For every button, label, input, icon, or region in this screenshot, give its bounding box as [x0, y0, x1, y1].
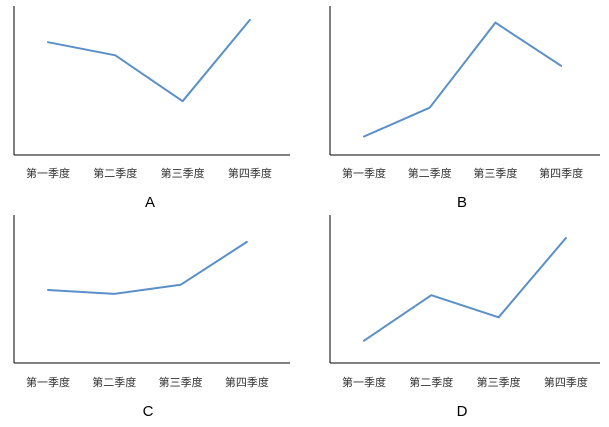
x-tick-label: 第三季度: [159, 375, 203, 389]
chart-panel-a: 第一季度 第二季度 第三季度 第四季度 A: [13, 6, 290, 211]
x-tick-label: 第四季度: [544, 375, 588, 389]
x-tick-label: 第一季度: [342, 375, 386, 389]
x-tick-label: 第一季度: [26, 166, 70, 180]
x-tick-label: 第四季度: [228, 166, 272, 180]
x-tick-label: 第三季度: [161, 166, 205, 180]
x-tick-label: 第二季度: [92, 375, 136, 389]
x-tick-label: 第一季度: [342, 166, 386, 180]
series-line: [363, 21, 563, 138]
x-tick-label: 第三季度: [473, 166, 517, 180]
panel-label: A: [145, 194, 155, 211]
panel-label: D: [457, 403, 468, 420]
x-tick-label: 第二季度: [408, 166, 452, 180]
x-tick-label: 第四季度: [225, 375, 269, 389]
series-line: [47, 18, 251, 103]
x-tick-label: 第二季度: [93, 166, 137, 180]
x-tick-label: 第二季度: [409, 375, 453, 389]
chart-panel-d: 第一季度 第二季度 第三季度 第四季度 D: [329, 215, 600, 420]
x-tick-label: 第四季度: [539, 166, 583, 180]
panel-label: C: [143, 403, 154, 420]
chart-panel-b: 第一季度 第二季度 第三季度 第四季度 B: [329, 6, 600, 211]
series-line: [47, 240, 248, 295]
x-tick-label: 第一季度: [26, 375, 70, 389]
series-line: [363, 237, 567, 342]
x-tick-label: 第三季度: [477, 375, 521, 389]
panel-label: B: [457, 194, 467, 211]
chart-panel-c: 第一季度 第二季度 第三季度 第四季度 C: [13, 215, 290, 420]
